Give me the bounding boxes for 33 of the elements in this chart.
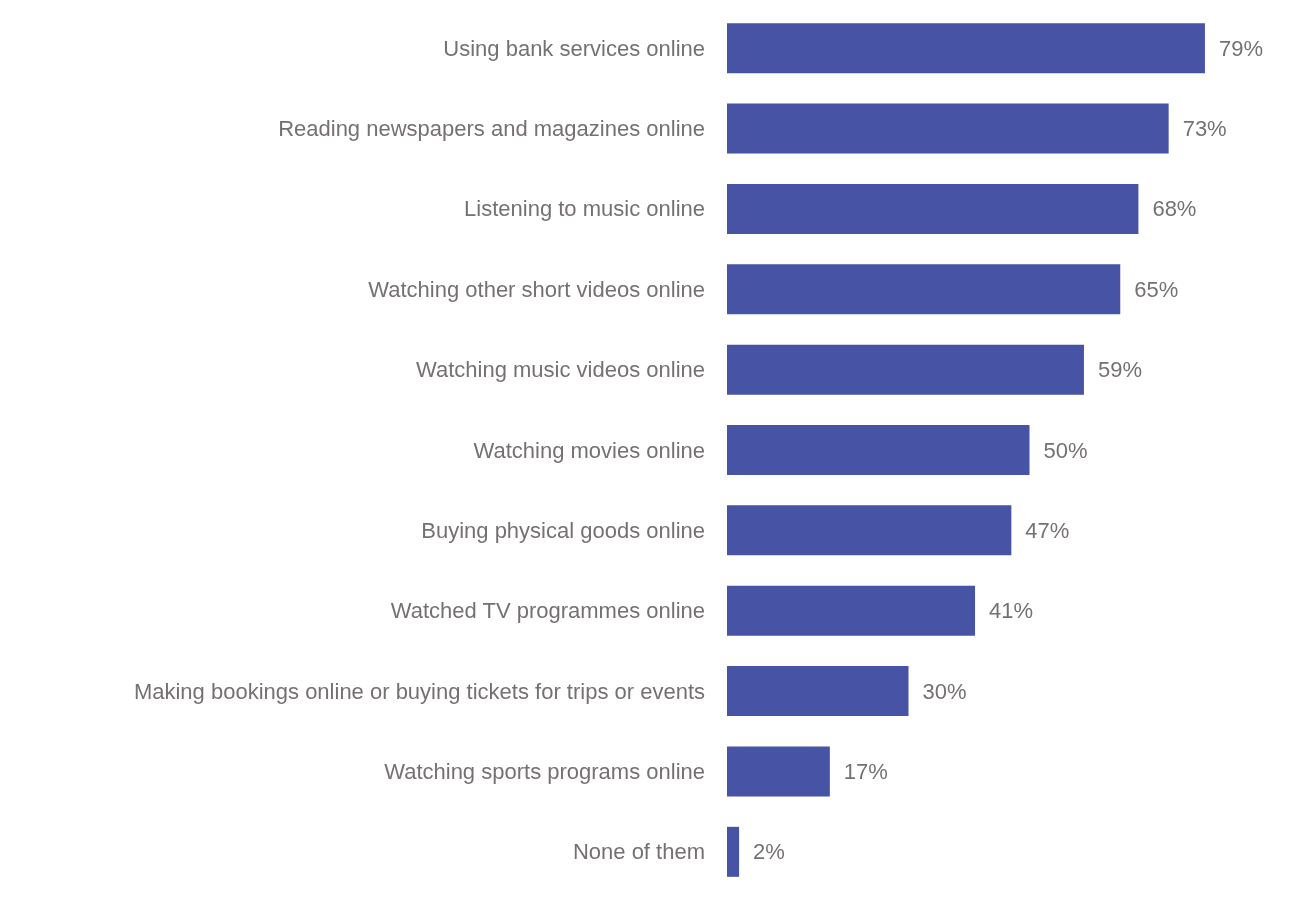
y-tick-label: Watching other short videos online (368, 276, 705, 302)
bar (727, 23, 1205, 74)
bar (727, 826, 740, 877)
bar (727, 425, 1030, 475)
y-tick-label: None of them (572, 839, 705, 865)
data-label: 79% (1218, 35, 1263, 61)
data-label: 73% (1182, 116, 1227, 142)
y-tick-label: Listening to music online (464, 196, 705, 222)
data-label: 2% (753, 839, 785, 865)
bar (727, 505, 1012, 556)
bar (727, 585, 976, 636)
data-label: 17% (843, 758, 888, 784)
y-tick-label: Watching sports programs online (384, 758, 705, 784)
bar (727, 666, 909, 717)
bar (727, 103, 1169, 154)
y-tick-label: Watching music videos online (416, 357, 705, 383)
data-label: 50% (1043, 437, 1088, 463)
y-tick-label: Watching movies online (473, 437, 705, 463)
bar (727, 183, 1139, 234)
bar (727, 344, 1084, 395)
y-tick-label: Watched TV programmes online (390, 598, 705, 624)
data-label: 47% (1025, 517, 1070, 543)
bar (727, 746, 830, 797)
y-tick-label: Using bank services online (443, 35, 705, 61)
y-tick-label: Making bookings online or buying tickets for trips or events (133, 678, 705, 704)
bar (727, 264, 1121, 315)
data-label: 68% (1152, 196, 1197, 222)
data-label: 65% (1134, 276, 1179, 302)
y-tick-label: Reading newspapers and magazines online (278, 116, 705, 142)
data-label: 59% (1097, 357, 1142, 383)
y-tick-label: Buying physical goods online (421, 517, 705, 543)
data-label: 41% (989, 598, 1034, 624)
data-label: 30% (922, 678, 967, 704)
